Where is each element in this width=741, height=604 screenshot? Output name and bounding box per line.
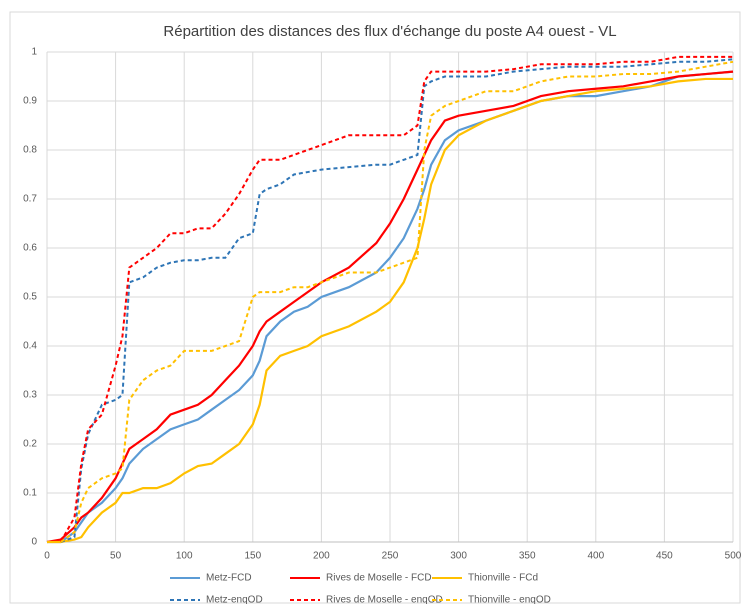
y-tick-label: 0.3: [23, 390, 37, 401]
x-tick-label: 350: [519, 551, 536, 562]
chart: Répartition des distances des flux d'éch…: [0, 0, 741, 604]
y-tick-label: 0.4: [23, 341, 37, 352]
x-tick-label: 250: [382, 551, 399, 562]
x-tick-label: 200: [313, 551, 330, 562]
x-tick-label: 300: [450, 551, 467, 562]
y-tick-label: 0.2: [23, 439, 37, 450]
chart-title: Répartition des distances des flux d'éch…: [163, 23, 616, 40]
y-tick-label: 0.8: [23, 145, 37, 156]
y-tick-label: 1: [31, 47, 37, 58]
legend-label: Rives de Moselle - enqOD: [326, 595, 443, 604]
y-tick-label: 0.9: [23, 96, 37, 107]
y-tick-label: 0.7: [23, 194, 37, 205]
x-tick-label: 500: [725, 551, 741, 562]
x-tick-label: 50: [110, 551, 122, 562]
x-tick-label: 450: [656, 551, 673, 562]
legend-label: Rives de Moselle - FCD: [326, 573, 432, 584]
y-tick-label: 0.5: [23, 292, 37, 303]
x-tick-label: 400: [587, 551, 604, 562]
y-tick-label: 0.6: [23, 243, 37, 254]
x-tick-label: 150: [244, 551, 261, 562]
legend-label: Metz-enqOD: [206, 595, 263, 604]
x-tick-label: 100: [176, 551, 193, 562]
legend-label: Thionville - FCd: [468, 573, 538, 584]
y-tick-label: 0: [31, 537, 37, 548]
x-tick-label: 0: [44, 551, 50, 562]
legend-label: Metz-FCD: [206, 573, 252, 584]
y-tick-label: 0.1: [23, 488, 37, 499]
legend-label: Thionville - enqOD: [468, 595, 551, 604]
